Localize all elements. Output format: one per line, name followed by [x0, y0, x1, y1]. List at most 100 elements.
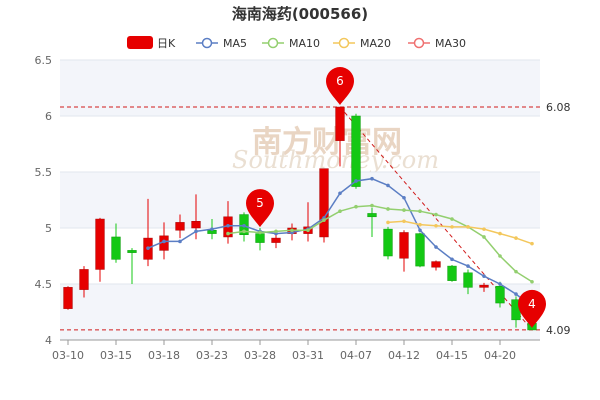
x-axis: 03-10 03-15 03-18 03-23 03-28 03-31 04-07 04-12…	[52, 339, 540, 362]
ma-point-ma5	[386, 183, 390, 188]
ma-point-ma20	[482, 227, 486, 231]
marker-label: 5	[256, 196, 264, 210]
candle-body	[431, 261, 441, 268]
ma-point-ma10	[306, 228, 310, 233]
legend-dot-icon	[338, 37, 350, 49]
candle	[175, 214, 185, 239]
candle-body	[383, 228, 393, 257]
ma-point-ma10	[418, 209, 422, 213]
ma-point-ma20	[450, 225, 454, 229]
marker-label: 6	[336, 74, 344, 88]
ma-point-ma5	[402, 195, 406, 200]
candle	[495, 281, 505, 308]
legend-item-ma30[interactable]: MA30	[408, 37, 466, 50]
y-tick-label: 4	[45, 334, 52, 347]
marker-pin-shape	[246, 189, 275, 228]
x-tick-label: 03-10	[52, 349, 84, 362]
legend-item-ma10[interactable]: MA10	[262, 37, 320, 50]
candle-body	[175, 222, 185, 231]
marker-pin: 5	[246, 189, 275, 228]
candle	[95, 217, 105, 282]
candle-body	[271, 237, 281, 243]
ma-point-ma20	[466, 225, 470, 229]
y-tick-label: 4.5	[35, 278, 53, 291]
candle	[335, 106, 345, 167]
candle	[79, 266, 89, 298]
x-tick-label: 03-23	[196, 349, 228, 362]
moving-average-lines	[146, 176, 534, 309]
ma-point-ma5	[482, 274, 486, 278]
ma-point-ma5	[498, 282, 502, 286]
ma-point-ma5	[434, 245, 438, 249]
reference-line-label: 6.08	[546, 101, 571, 114]
legend-label: MA5	[223, 37, 247, 50]
x-tick-label: 03-18	[148, 349, 180, 362]
candle	[63, 286, 73, 310]
ma-point-ma10	[402, 208, 406, 212]
candle-body	[479, 284, 489, 288]
ma-point-ma5	[210, 227, 214, 231]
marker-pin-shape	[518, 289, 546, 328]
reference-lines: 6.08 4.09	[60, 101, 571, 337]
legend-item-ma20[interactable]: MA20	[333, 37, 391, 50]
candle-body	[335, 106, 345, 141]
candle	[319, 168, 329, 243]
legend-dot-icon	[201, 37, 213, 49]
candle-body	[63, 287, 73, 309]
candle	[399, 230, 409, 272]
candle	[367, 207, 377, 237]
candle-body	[415, 233, 425, 267]
candle	[431, 260, 441, 271]
ma-point-ma5	[194, 229, 198, 234]
legend-candle-icon	[127, 36, 153, 49]
ma-point-ma10	[434, 212, 438, 217]
candle-body	[191, 221, 201, 229]
ma-point-ma5	[450, 257, 454, 262]
ma-point-ma5	[178, 239, 182, 244]
candle	[383, 226, 393, 260]
ma-point-ma10	[322, 218, 326, 222]
candle	[463, 269, 473, 295]
ma-line-ma10	[227, 204, 533, 283]
ma-point-ma20	[530, 241, 534, 246]
candle-body	[79, 269, 89, 290]
ma-point-ma10	[338, 209, 342, 213]
ma-point-ma20	[498, 231, 502, 236]
x-tick-label: 03-15	[100, 349, 132, 362]
ma-point-ma20	[402, 219, 406, 224]
legend[interactable]: 日K MA5 MA10 MA20 MA30	[127, 36, 466, 50]
ma-point-ma10	[290, 228, 294, 233]
y-tick-label: 6.5	[35, 54, 53, 67]
ma-point-ma5	[146, 246, 150, 250]
ma-point-ma5	[466, 264, 470, 268]
ma-point-ma5	[514, 292, 518, 296]
candle-body	[447, 265, 457, 281]
x-tick-label: 04-12	[388, 349, 420, 362]
ma-point-ma10	[226, 231, 230, 236]
ma-point-ma10	[514, 269, 518, 274]
candle-body	[495, 285, 505, 304]
watermark: 南方财富网 Southmoney.com	[232, 125, 439, 174]
candle	[127, 248, 137, 284]
reference-line-label: 4.09	[546, 324, 571, 337]
x-tick-label: 04-20	[484, 349, 516, 362]
legend-label: MA20	[360, 37, 391, 50]
ma-point-ma5	[242, 223, 246, 228]
candle-body	[399, 232, 409, 259]
legend-item-ma5[interactable]: MA5	[196, 37, 247, 50]
ma-line-ma20	[387, 220, 533, 245]
y-tick-label: 6	[45, 110, 52, 123]
candle	[111, 223, 121, 263]
ma-point-ma10	[450, 217, 454, 221]
legend-label: MA30	[435, 37, 466, 50]
ma-point-ma10	[370, 203, 374, 208]
ma-point-ma5	[338, 191, 342, 196]
legend-item-日k[interactable]: 日K	[127, 36, 176, 50]
marker-pin: 4	[518, 289, 546, 328]
ma-point-ma5	[418, 228, 422, 233]
candle	[351, 113, 361, 189]
watermark-cn: 南方财富网	[252, 125, 402, 160]
ma-point-ma10	[242, 229, 246, 234]
candle-body	[319, 168, 329, 238]
ma-point-ma10	[274, 229, 278, 234]
